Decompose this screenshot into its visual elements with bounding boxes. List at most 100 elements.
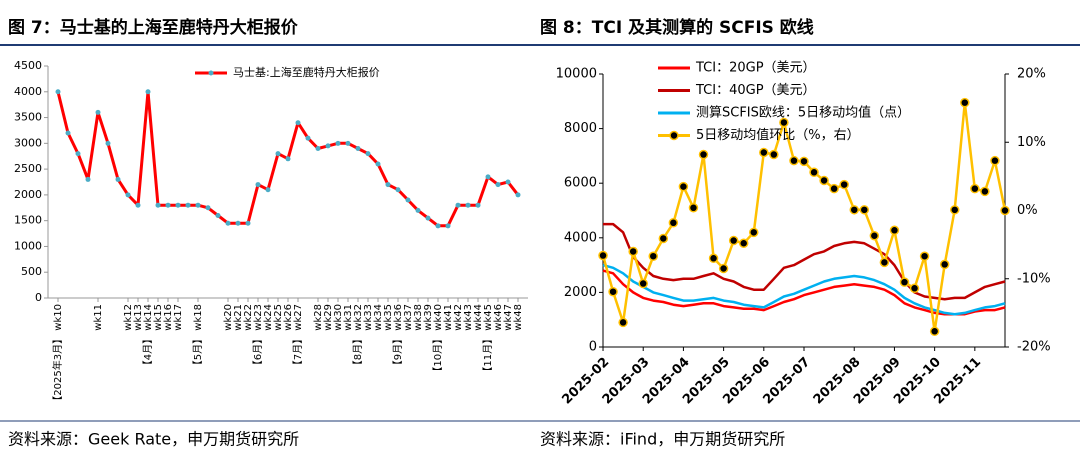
y-tick-label: 1500 (14, 214, 42, 227)
data-point (939, 259, 950, 270)
data-point (909, 283, 920, 294)
legend-label: 测算SCFIS欧线：5日移动均值（点） (696, 105, 910, 121)
data-point (485, 174, 491, 180)
x-tick-label: 【6月】 wk23 (252, 304, 264, 370)
data-point (85, 176, 91, 182)
y-tick-label: 3000 (14, 136, 42, 149)
data-point (165, 202, 171, 208)
data-point (495, 182, 501, 188)
y2-tick-label: -20% (1017, 340, 1051, 355)
y-tick-label: 8000 (564, 121, 597, 136)
y2-tick-label: 10% (1017, 135, 1046, 150)
x-tick-label: wk15 (153, 304, 164, 331)
data-point (225, 220, 231, 226)
y-tick-label: 10000 (556, 67, 597, 82)
x-tick-label: wk34 (373, 304, 384, 331)
x-tick-label: 【10月】 wk40 (432, 304, 444, 377)
x-tick-label: wk48 (513, 304, 524, 331)
data-point (305, 135, 311, 141)
legend-label: 马士基:上海至鹿特丹大柜报价 (233, 65, 380, 79)
data-point (658, 233, 669, 244)
x-tick-label: wk47 (503, 304, 514, 331)
data-point (265, 187, 271, 193)
x-tick-label: 【11月】 wk45 (482, 304, 494, 377)
data-point (115, 176, 121, 182)
legend-label: TCI：20GP（美元） (695, 61, 816, 76)
data-point (175, 202, 181, 208)
x-tick-label: wk41 (443, 304, 454, 331)
x-tick-label: 【5月】 wk18 (192, 304, 204, 370)
x-tick-label: wk29 (323, 304, 334, 331)
x-tick-label: wk37 (403, 304, 414, 331)
x-tick-label: 【9月】 wk36 (392, 304, 404, 370)
data-point (125, 192, 131, 198)
source-note: 资料来源：Geek Rate，申万期货研究所 (8, 430, 299, 449)
y-tick-label: 2000 (14, 188, 42, 201)
data-point (608, 286, 618, 297)
data-point (929, 326, 940, 337)
data-point (235, 220, 241, 226)
data-point (445, 223, 451, 229)
data-point (869, 231, 880, 241)
x-tick-label: wk11 (93, 304, 104, 331)
y2-tick-label: 0% (1017, 203, 1038, 218)
data-point (135, 202, 141, 208)
data-point (718, 263, 729, 274)
x-tick-label: wk42 (453, 304, 464, 331)
data-point (285, 156, 291, 162)
figure-title: 图 7：马士基的上海至鹿特丹大柜报价 (8, 17, 299, 38)
x-tick-label: 【8月】 wk32 (352, 304, 364, 370)
data-point (919, 251, 930, 261)
x-tick-label: wk25 (273, 304, 284, 331)
data-point (960, 97, 970, 108)
data-point (618, 317, 628, 328)
data-point (628, 246, 638, 257)
data-point (105, 140, 111, 146)
x-tick-label: wk21 (233, 304, 244, 331)
data-point (345, 140, 351, 146)
x-tick-label: wk20 (223, 304, 234, 331)
data-point (425, 215, 431, 221)
data-point (728, 235, 739, 246)
data-point (435, 223, 441, 229)
data-point (990, 155, 1000, 166)
data-point (155, 202, 161, 208)
figure-title: 图 8：TCI 及其测算的 SCFIS 欧线 (540, 17, 814, 38)
data-point (295, 120, 301, 126)
x-tick-label: wk39 (423, 304, 434, 331)
x-tick-label: 【4月】 wk14 (142, 304, 154, 370)
data-point (779, 117, 789, 128)
legend-label: 5日移动均值环比（%，右） (696, 127, 860, 143)
data-point (315, 145, 321, 151)
source-note: 资料来源：iFind，申万期货研究所 (540, 430, 785, 449)
x-tick-label: wk35 (383, 304, 394, 331)
data-point (749, 227, 759, 238)
x-tick-label: wk26 (283, 304, 294, 331)
data-point (255, 182, 261, 188)
x-tick-label: wk17 (173, 304, 184, 331)
data-point (395, 187, 401, 193)
y-tick-label: 0 (589, 340, 597, 355)
x-tick-label: wk38 (413, 304, 424, 331)
data-point (335, 140, 341, 146)
y-tick-label: 500 (21, 265, 42, 278)
data-point (195, 202, 201, 208)
data-point (145, 89, 151, 95)
legend-label: TCI：40GP（美元） (695, 83, 816, 98)
data-point (648, 251, 659, 261)
data-point (275, 151, 281, 157)
data-point (698, 149, 709, 160)
x-tick-label: wk16 (163, 304, 174, 331)
data-point (415, 207, 421, 213)
data-point (829, 183, 839, 194)
data-point (839, 179, 849, 190)
data-point (708, 253, 719, 264)
y-tick-label: 4000 (564, 230, 597, 245)
data-point (95, 109, 101, 115)
data-point (475, 202, 481, 208)
legend-marker (208, 70, 214, 76)
x-tick-label: 【7月】 wk27 (292, 304, 304, 370)
data-point (799, 156, 809, 167)
data-point (55, 89, 61, 95)
